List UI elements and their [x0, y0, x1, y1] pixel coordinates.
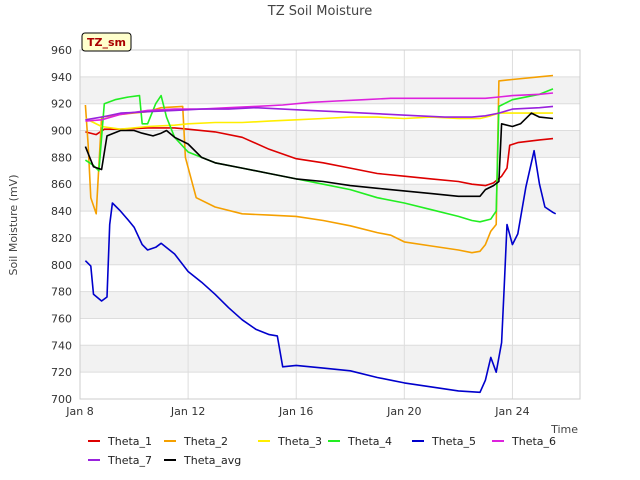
series-line-theta-6	[85, 92, 554, 122]
y-tick-label: 940	[51, 71, 72, 84]
series-line-theta-avg	[84, 112, 554, 198]
y-tick-label: 820	[51, 232, 72, 245]
background-band	[80, 76, 580, 104]
background-band	[80, 130, 580, 158]
x-tick-label: Jan 20	[386, 405, 421, 418]
legend-label-theta-1: Theta_1	[107, 435, 152, 448]
legend-label-theta-2: Theta_2	[183, 435, 228, 448]
y-tick-label: 800	[51, 259, 72, 272]
y-tick-label: 880	[51, 151, 72, 164]
legend-label-theta-4: Theta_4	[347, 435, 392, 448]
y-axis-label: Soil Moisture (mV)	[7, 175, 20, 276]
y-tick-label: 700	[51, 393, 72, 406]
plot-background-bands	[80, 76, 580, 373]
legend-label-theta-7: Theta_7	[107, 454, 152, 467]
site-label-box: TZ_sm	[81, 32, 132, 52]
site-label: TZ_sm	[87, 36, 126, 49]
legend-label-theta-5: Theta_5	[431, 435, 476, 448]
series-line-theta-1	[85, 127, 554, 187]
x-tick-label: Jan 24	[494, 405, 529, 418]
y-tick-label: 780	[51, 286, 72, 299]
chart-title: TZ Soil Moisture	[267, 4, 373, 19]
y-tick-label: 760	[51, 312, 72, 325]
y-tick-label: 720	[51, 366, 72, 379]
x-tick-label: Jan 12	[170, 405, 205, 418]
plot-frame	[79, 49, 581, 400]
y-tick-label: 860	[51, 178, 72, 191]
y-axis-ticks: 700 720 740 760 780 800 820 840 860 880 900 920 940 9…	[51, 44, 72, 406]
legend: Theta_1 Theta_2 Theta_3 Theta_4 Theta_5 Theta…	[88, 435, 556, 467]
legend-label-theta-6: Theta_6	[511, 435, 556, 448]
y-tick-label: 960	[51, 44, 72, 57]
y-tick-label: 920	[51, 98, 72, 111]
x-axis-ticks: Jan 8 Jan 12 Jan 16 Jan 20 Jan 24	[65, 405, 529, 418]
x-tick-label: Jan 16	[278, 405, 313, 418]
y-tick-label: 900	[51, 125, 72, 138]
legend-label-theta-avg: Theta_avg	[183, 454, 241, 467]
series-lines	[84, 74, 557, 394]
series-line-theta-5	[84, 149, 557, 394]
background-band	[80, 184, 580, 212]
x-tick-label: Jan 8	[65, 405, 93, 418]
x-axis-label: Time	[550, 423, 578, 436]
background-band	[80, 237, 580, 265]
legend-label-theta-3: Theta_3	[277, 435, 322, 448]
series-line-theta-7	[85, 105, 554, 121]
y-tick-label: 740	[51, 339, 72, 352]
y-tick-label: 840	[51, 205, 72, 218]
background-band	[80, 291, 580, 319]
